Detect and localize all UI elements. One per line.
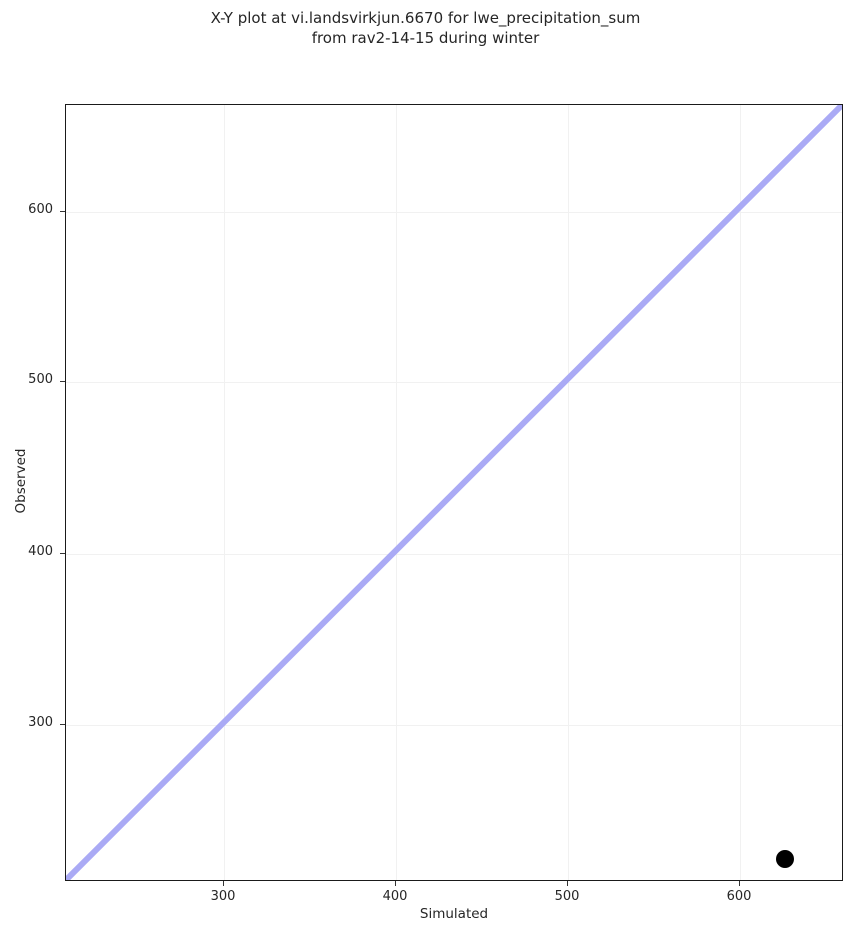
ticklabel-x-300: 300	[210, 889, 236, 904]
tick-x-500	[567, 881, 568, 886]
page-title: X-Y plot at vi.landsvirkjun.6670 for lwe…	[210, 9, 641, 47]
gridline-x-300	[224, 105, 225, 880]
gridline-x-600	[740, 105, 741, 880]
gridline-x-400	[396, 105, 397, 880]
tick-y-400	[60, 553, 65, 554]
tick-y-600	[60, 211, 65, 212]
gridline-y-400	[66, 554, 842, 555]
gridline-y-600	[66, 212, 842, 213]
ticklabel-y-500: 500	[28, 372, 53, 387]
tick-x-300	[223, 881, 224, 886]
plot-area[interactable]	[65, 104, 843, 881]
tick-x-400	[395, 881, 396, 886]
x-axis-label: Simulated	[419, 906, 489, 922]
gridline-x-500	[568, 105, 569, 880]
ticklabel-x-600: 600	[726, 889, 752, 904]
ticklabel-x-500: 500	[554, 889, 580, 904]
ticklabel-y-300: 300	[28, 715, 53, 730]
data-point[interactable]	[776, 850, 794, 868]
gridline-y-500	[66, 382, 842, 383]
tick-y-500	[60, 381, 65, 382]
gridline-y-300	[66, 725, 842, 726]
y-axis-label: Observed	[13, 448, 29, 514]
tick-x-600	[739, 881, 740, 886]
ticklabel-x-400: 400	[382, 889, 408, 904]
tick-y-300	[60, 724, 65, 725]
ticklabel-y-600: 600	[28, 202, 53, 217]
ticklabel-y-400: 400	[28, 544, 53, 559]
identity-line	[66, 105, 842, 880]
